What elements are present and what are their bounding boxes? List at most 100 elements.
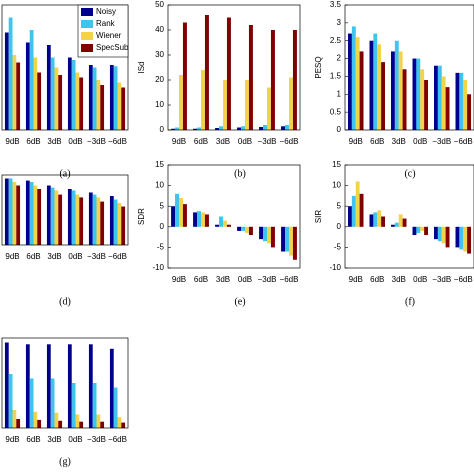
bar [4, 32, 9, 130]
bar [50, 187, 55, 245]
bar [248, 226, 253, 236]
x-tick-label: 0dB [413, 275, 427, 284]
x-tick-label: −3dB [87, 252, 106, 261]
x-tick-label: 0dB [238, 137, 252, 146]
bar [182, 22, 187, 130]
bar [412, 226, 417, 236]
bar [226, 224, 231, 227]
x-tick-label: 6dB [26, 435, 40, 444]
bar [121, 206, 126, 245]
bar [377, 210, 382, 227]
bar [377, 44, 382, 130]
bar [215, 128, 220, 130]
bar [223, 220, 227, 227]
y-tick-label: 0 [160, 125, 165, 134]
bar [54, 412, 59, 428]
x-tick-label: −6dB [280, 137, 299, 146]
bar [215, 224, 220, 227]
y-tick-label: 10 [155, 100, 164, 109]
x-tick-label: 6dB [26, 137, 40, 146]
bar [12, 410, 17, 428]
bar [263, 226, 267, 242]
bar [394, 40, 399, 130]
legend-swatch [81, 32, 93, 40]
bar [369, 40, 374, 130]
bar [467, 226, 471, 254]
plot-frame [167, 4, 301, 131]
bar [16, 62, 21, 130]
x-tick-label: 9dB [349, 275, 363, 284]
bar [193, 128, 198, 130]
bar [420, 69, 425, 130]
bar [226, 17, 231, 130]
bar [270, 30, 275, 130]
y-tick-label: 10 [332, 181, 341, 190]
y-axis-label: PESQ [314, 56, 323, 78]
plot-frame [344, 4, 474, 131]
bar [289, 77, 293, 130]
x-tick-label: 0dB [68, 435, 82, 444]
bar [92, 194, 97, 245]
caption: (g) [59, 456, 71, 467]
plot-frame [1, 174, 129, 246]
bar [391, 51, 395, 130]
y-tick-label: 0 [160, 222, 165, 231]
y-tick-label: 5 [160, 201, 165, 210]
bar [16, 419, 21, 428]
bar [394, 222, 399, 227]
y-tick-label: -10 [329, 263, 341, 272]
bar [113, 66, 118, 130]
bar [391, 224, 395, 227]
y-tick-label: 10 [155, 181, 164, 190]
bar [281, 126, 286, 130]
x-tick-label: 9dB [172, 137, 186, 146]
bar [12, 55, 17, 130]
x-tick-label: 0dB [238, 275, 252, 284]
bar [416, 226, 421, 233]
plot-frame [1, 337, 129, 429]
bar [359, 51, 364, 130]
bar [455, 72, 460, 130]
bar [117, 203, 122, 245]
x-tick-label: −3dB [258, 137, 277, 146]
bar [292, 226, 297, 260]
bar [71, 383, 76, 428]
legend-label: Noisy [96, 7, 116, 16]
bar [285, 226, 289, 252]
bar [285, 125, 289, 130]
bar [117, 82, 122, 130]
plot-frame [167, 164, 301, 269]
bar [71, 190, 76, 245]
bar [463, 80, 468, 130]
bar [175, 193, 179, 227]
bar [121, 422, 126, 428]
x-tick-label: 3dB [392, 275, 406, 284]
x-tick-label: −6dB [280, 275, 299, 284]
bar [96, 197, 101, 245]
x-tick-label: −3dB [87, 137, 106, 146]
bar [175, 127, 179, 130]
bar [193, 212, 198, 227]
bar [355, 37, 360, 131]
bar [248, 25, 253, 130]
bar [351, 26, 356, 130]
x-tick-label: 6dB [194, 137, 208, 146]
bar [67, 57, 72, 130]
caption: (c) [404, 168, 415, 179]
bar [348, 33, 352, 131]
bar [92, 67, 97, 130]
bar [25, 344, 30, 428]
x-tick-label: −6dB [108, 137, 127, 146]
bar [16, 185, 21, 245]
bar [25, 42, 30, 130]
bar [445, 87, 450, 130]
bar [50, 378, 55, 428]
bar [182, 204, 187, 227]
x-tick-label: −3dB [258, 275, 277, 284]
bar [223, 80, 227, 130]
bar [437, 65, 442, 130]
caption: (d) [59, 296, 71, 307]
bar [58, 75, 63, 130]
legend-swatch [81, 8, 93, 16]
caption: (b) [234, 168, 246, 179]
